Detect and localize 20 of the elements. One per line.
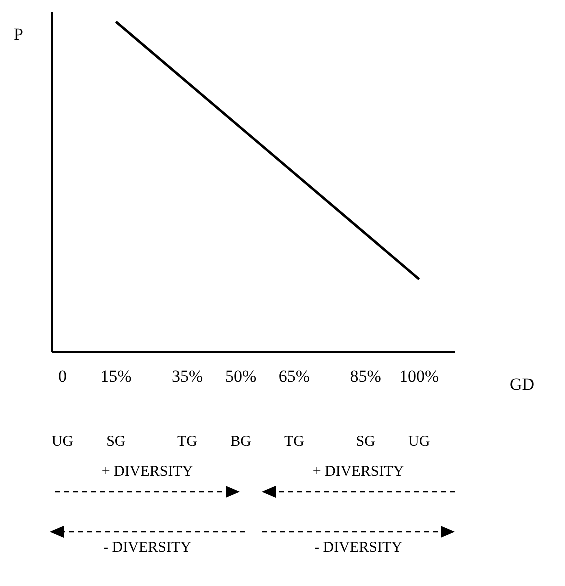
text: + DIVERSITY xyxy=(102,464,194,480)
text: - DIVERSITY xyxy=(104,540,192,556)
text: SG xyxy=(356,434,376,450)
text: TG xyxy=(284,434,305,450)
text: SG xyxy=(106,434,126,450)
text: BG xyxy=(230,434,252,450)
x-tick-label: 0 xyxy=(58,367,67,386)
x-tick-label: 85% xyxy=(350,367,382,386)
x-tick-label: 100% xyxy=(400,367,440,386)
x-tick-label: 15% xyxy=(100,367,132,386)
text: UG xyxy=(52,434,74,450)
y-axis-title: P xyxy=(14,25,24,44)
text: TG xyxy=(178,434,198,450)
text: - DIVERSITY xyxy=(314,540,403,556)
text: + DIVERSITY xyxy=(312,464,404,480)
x-tick-label: 35% xyxy=(172,367,204,386)
x-tick-label: 50% xyxy=(225,367,257,386)
x-tick-label: 65% xyxy=(278,367,310,386)
text: UG xyxy=(408,434,430,450)
x-axis-title: GD xyxy=(510,375,535,394)
